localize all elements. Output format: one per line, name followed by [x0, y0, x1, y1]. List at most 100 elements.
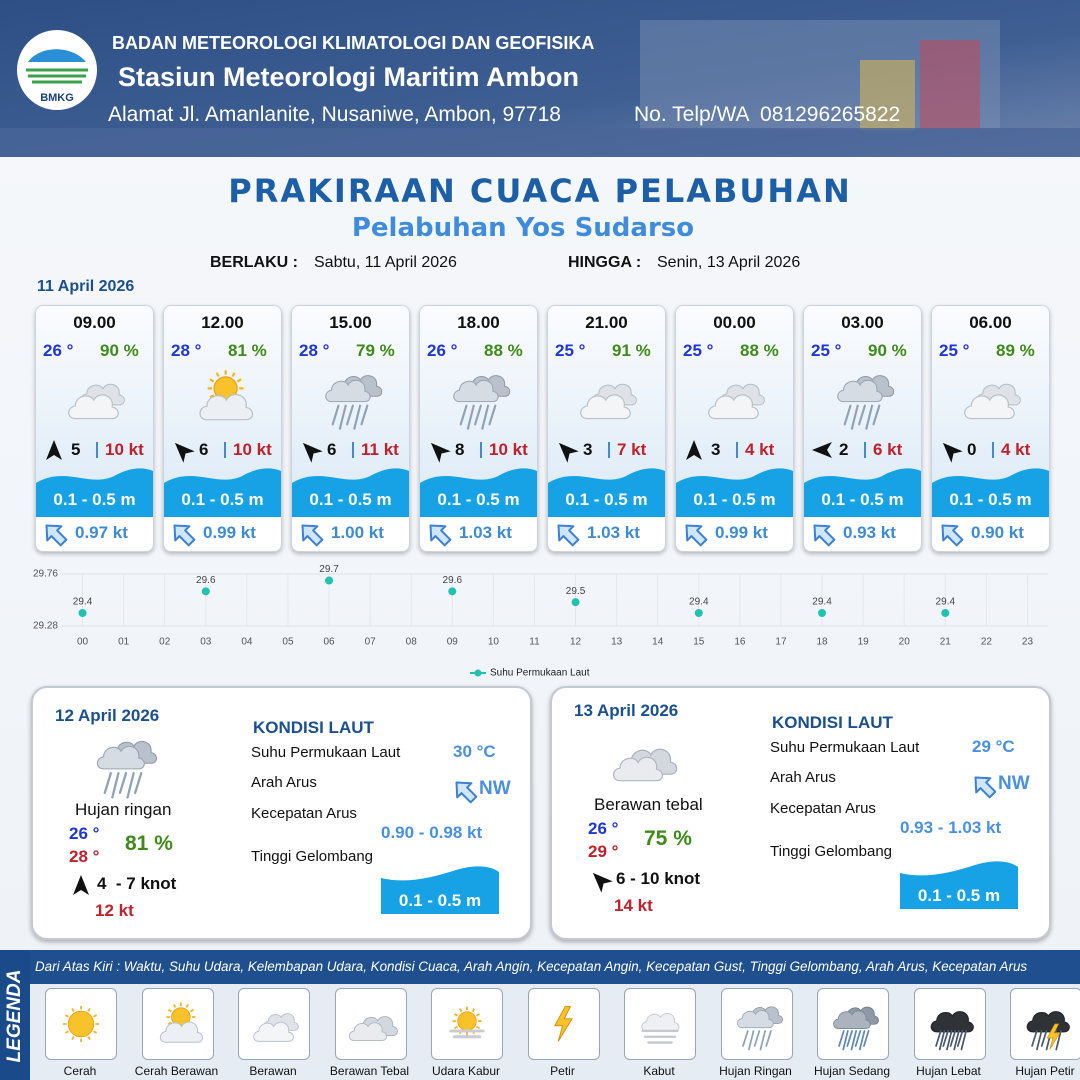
- valid-to-label: HINGGA :: [568, 254, 642, 271]
- humidity: 90 %: [868, 341, 907, 360]
- weather-icon-part: [118, 771, 128, 795]
- weather-icon-part: [215, 372, 220, 378]
- weather-icon-part: [103, 771, 112, 795]
- weather-icon: [708, 383, 765, 420]
- wind-speed: 5: [71, 440, 81, 459]
- legend-icon-part-part: [736, 1010, 774, 1029]
- weather-icon-part-part: [199, 393, 254, 421]
- wave-area-part: [900, 861, 1018, 909]
- weather-icon-part: [126, 771, 135, 799]
- legend-title: LEGENDA: [4, 969, 25, 1063]
- legend-icon-part-part: [641, 1012, 680, 1032]
- time: 03.00: [841, 313, 884, 332]
- wave-area-part: [36, 468, 153, 519]
- gust-speed: 10 kt: [489, 440, 528, 459]
- wind-direction-part: [686, 440, 702, 460]
- weather-icon: [612, 748, 678, 782]
- x-tick-label: 02: [159, 637, 171, 648]
- legend-icon: [159, 1002, 203, 1043]
- temp-min: 26 °: [69, 824, 100, 843]
- humidity: 75 %: [644, 827, 692, 850]
- weather-icon-part: [964, 394, 1015, 420]
- legend-icon-part: [1040, 1030, 1048, 1047]
- wind-direction-part: [812, 442, 832, 458]
- legend-icon-part: [1026, 1011, 1070, 1033]
- legend-icon: [553, 1006, 573, 1042]
- time: 09.00: [73, 313, 116, 332]
- weather-icon-part: [580, 394, 631, 420]
- wave-area-part: [381, 866, 499, 914]
- humidity: 88 %: [484, 341, 523, 360]
- x-tick-label: 01: [118, 637, 130, 648]
- weather-icon: [325, 375, 383, 430]
- weather-icon-part: [865, 404, 874, 430]
- legend-icon-box: [431, 988, 503, 1060]
- x-tick-label: 16: [734, 637, 746, 648]
- wave-area: [932, 468, 1049, 519]
- legend-icon-part-part: [930, 1011, 974, 1033]
- weather-icon-part-part: [96, 745, 145, 770]
- sst-label: Suhu Permukaan Laut: [770, 739, 920, 756]
- current-direction-part: [429, 524, 452, 547]
- current-dir-label: Arah Arus: [770, 769, 836, 786]
- weather-icon: [837, 375, 895, 430]
- separator: [864, 442, 866, 458]
- air-temperature: 26 °: [427, 341, 458, 360]
- weather-icon-part: [466, 404, 475, 430]
- current-direction: [173, 524, 196, 547]
- weather-icon-part-part: [580, 394, 631, 420]
- legend-icon-box: [238, 988, 310, 1060]
- humidity: 81 %: [228, 341, 267, 360]
- wave-area: [420, 468, 537, 519]
- legend-label: Berawan: [249, 1064, 297, 1078]
- valid-to: Senin, 13 April 2026: [657, 254, 801, 271]
- weather-icon-part-part: [964, 394, 1015, 420]
- sst-chart: 00 01 02 03 04 05 06 07 08 09 10 11 12 13 14 15 16 17 18 19…: [33, 564, 1048, 679]
- weather-icon-part: [96, 745, 145, 770]
- current-speed-label: Kecepatan Arus: [251, 805, 357, 822]
- weather-icon: [964, 383, 1021, 420]
- wave-height: 0.1 - 0.5 m: [53, 490, 136, 509]
- legend-icon-part: [253, 1021, 294, 1042]
- legend-icon-part-part: [159, 1021, 203, 1043]
- legend-icon-part: [64, 1030, 69, 1034]
- legend-icon-part-part: [253, 1021, 294, 1042]
- gust-speed: 4 kt: [745, 440, 775, 459]
- legend-icon-part: [741, 1030, 749, 1047]
- value-label: 29.4: [689, 597, 709, 608]
- current-direction: [557, 524, 580, 547]
- wind-speed: 4 - 7 knot: [97, 874, 177, 893]
- wave-area: [164, 468, 281, 519]
- legend-icon-part: [960, 1030, 967, 1051]
- forecast-card: 15.00 28 ° 79 % 6 11 kt 0.1 - 0.5 m 1.00 kt: [291, 305, 410, 552]
- legend-icon-box: [624, 988, 696, 1060]
- wave-area: [900, 861, 1018, 909]
- temp-max: 29 °: [588, 842, 619, 861]
- x-tick-label: 03: [200, 637, 212, 648]
- current-direction: [941, 524, 964, 547]
- phone: No. Telp/WA 081296265822: [634, 103, 901, 126]
- air-temperature: 25 °: [939, 341, 970, 360]
- valid-from-label: BERLAKU :: [210, 254, 298, 271]
- y-tick-label: 29.28: [33, 621, 58, 632]
- legend-icon-box: [45, 988, 117, 1060]
- separator: [224, 442, 226, 458]
- weather-icon-part: [236, 378, 242, 383]
- legend-icon-box: [817, 988, 889, 1060]
- weather-icon-part: [843, 404, 852, 426]
- humidity: 89 %: [996, 341, 1035, 360]
- date: 12 April 2026: [55, 706, 160, 725]
- wave-area: [804, 468, 921, 519]
- current-direction: [974, 776, 997, 799]
- legend-icon-part: [1055, 1030, 1062, 1051]
- wind-speed: 6: [327, 440, 337, 459]
- x-tick-label: 12: [570, 637, 582, 648]
- weather-icon-part: [353, 404, 362, 430]
- wind-speed: 2: [839, 440, 849, 459]
- value-label: 29.5: [566, 586, 586, 597]
- weather-icon-part-part: [68, 394, 119, 420]
- weather-icon-part: [231, 372, 236, 378]
- weather-icon-part: [111, 771, 120, 799]
- weather-icon-part: [837, 379, 883, 403]
- current-direction-part: [974, 776, 997, 799]
